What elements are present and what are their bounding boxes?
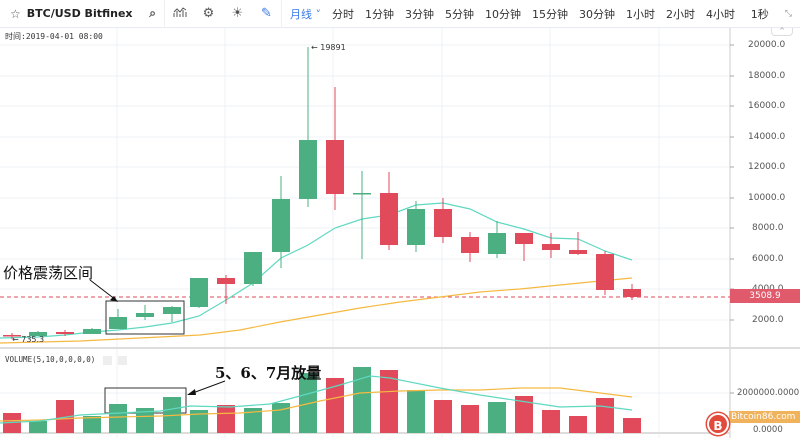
ma5-line (0, 202, 633, 339)
chart-toolbar: ☆ BTC/USD Bitfinex ⌕ ⚙ ☀ ✎ 月线 ˅ 分时 1分钟 3… (0, 0, 800, 28)
period-5min[interactable]: 5分钟 (445, 7, 474, 21)
range-annotation: 价格震荡区间 (3, 264, 94, 282)
fullscreen-icon[interactable]: ⤡ (784, 9, 792, 19)
period-1s[interactable]: 1秒 (750, 8, 769, 21)
period-3min[interactable]: 3分钟 (405, 7, 434, 21)
toolbar-right: 1秒 ⤡ (751, 0, 792, 28)
indicator-icon[interactable] (165, 6, 194, 22)
low-price-label: ← 735.3 (12, 335, 45, 344)
symbol-section: ☆ BTC/USD Bitfinex ⌕ (0, 0, 165, 28)
volume-settings-icon[interactable] (102, 355, 112, 365)
high-price-label: ← 19891 (311, 43, 346, 52)
current-price-tag: 3508.9 (730, 289, 800, 303)
candles (3, 47, 641, 339)
period-2h[interactable]: 2小时 (666, 7, 695, 21)
price-axis-label: 8000.0 (752, 223, 784, 233)
period-monthly[interactable]: 月线 ˅ (290, 7, 321, 21)
symbol-title: BTC/USD Bitfinex (26, 7, 133, 20)
draw-icon[interactable]: ✎ (261, 6, 272, 21)
crosshair-time-label: 时间:2019-04-01 08:00 (5, 32, 103, 41)
period-15min[interactable]: 15分钟 (532, 7, 568, 21)
price-axis-label: 14000.0 (748, 132, 786, 142)
volume-legend-text: VOLUME(5,10,0,0,0,0) (5, 355, 96, 364)
volume-annotation: 5、6、7月放量 (215, 364, 322, 382)
price-axis-label: 10000.0 (748, 193, 786, 203)
range-box (105, 300, 185, 335)
period-tabs: 月线 ˅ 分时 1分钟 3分钟 5分钟 10分钟 15分钟 30分钟 1小时 2… (282, 0, 746, 28)
star-icon[interactable]: ☆ (10, 6, 21, 21)
period-10min[interactable]: 10分钟 (485, 7, 521, 21)
bitcoin-logo-icon: B (707, 413, 729, 435)
period-4h[interactable]: 4小时 (706, 7, 735, 21)
price-axis-label: 2000.0 (752, 315, 784, 325)
volume-axis-label: 0.0000 (753, 425, 783, 435)
volume-value-tag: Bitcoin86.com (729, 411, 800, 423)
period-timeshare[interactable]: 分时 (332, 7, 354, 21)
vol-ma10-line (0, 387, 633, 422)
period-1h[interactable]: 1小时 (626, 7, 655, 21)
volume-close-icon[interactable] (118, 355, 128, 365)
theme-icon[interactable]: ☀ (231, 6, 244, 21)
price-axis-label: 18000.0 (748, 71, 786, 81)
price-axis-label: 20000.0 (748, 40, 786, 50)
price-axis-label: 6000.0 (752, 254, 784, 264)
price-axis-label: 16000.0 (748, 101, 786, 111)
search-icon[interactable]: ⌕ (149, 6, 156, 20)
settings-icon[interactable]: ⚙ (202, 6, 215, 21)
collapse-up-button[interactable]: ^ (771, 28, 793, 36)
volume-bars (3, 367, 641, 433)
volume-legend: VOLUME(5,10,0,0,0,0) (5, 355, 128, 365)
ma10-line (0, 277, 633, 344)
tool-icons: ⚙ ☀ ✎ (165, 0, 282, 28)
period-1min[interactable]: 1分钟 (365, 7, 394, 21)
period-30min[interactable]: 30分钟 (579, 7, 615, 21)
vol-ma5-line (0, 375, 633, 424)
price-axis-label: 12000.0 (748, 162, 786, 172)
volume-axis-label: 2000000.0000 (737, 388, 800, 398)
